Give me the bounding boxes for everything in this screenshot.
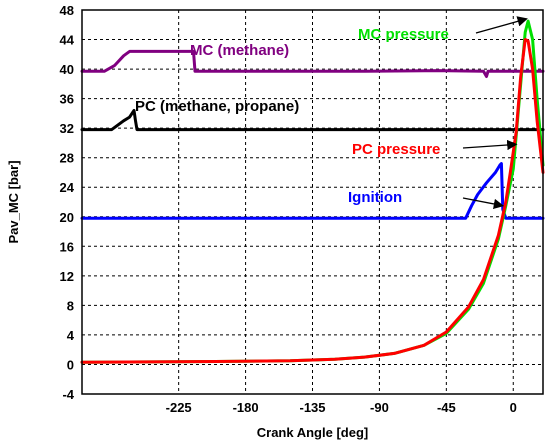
y-tick-label: 4 — [67, 328, 75, 343]
series-pc-pressure-line — [80, 38, 545, 364]
y-tick-label: 16 — [60, 239, 74, 254]
y-axis-label: Pav_MC [bar] — [6, 160, 21, 243]
x-tick-label: -135 — [299, 400, 325, 415]
y-tick-label: 44 — [60, 33, 75, 48]
series-mc-methane-line — [80, 49, 545, 78]
x-axis-label: Crank Angle [deg] — [257, 425, 368, 440]
annotation-pc-methane-propane: PC (methane, propane) — [135, 98, 299, 115]
y-tick-label: 8 — [67, 298, 74, 313]
y-tick-label: -4 — [62, 387, 74, 402]
y-tick-label: 0 — [67, 357, 74, 372]
y-tick-label: 32 — [60, 121, 74, 136]
annotation-ignition: Ignition — [348, 189, 402, 206]
y-tick-label: 40 — [60, 62, 74, 77]
annotation-arrow — [462, 197, 505, 210]
plot-series — [80, 19, 545, 364]
annotation-mc-pressure: MC pressure — [358, 26, 449, 43]
annotation-arrow — [475, 16, 528, 34]
x-tick-label: 0 — [510, 400, 517, 415]
plot-frame — [81, 9, 544, 395]
annotation-mc-methane: MC (methane) — [190, 42, 289, 59]
y-tick-label: 28 — [60, 151, 74, 166]
series-pc-methane-propane-line — [80, 108, 545, 132]
y-tick-label: 48 — [60, 3, 74, 18]
x-tick-label: -45 — [437, 400, 456, 415]
tick-labels: -225 -180 -135 -90 -45 0-40481216202428323640… — [60, 3, 517, 415]
y-tick-label: 24 — [60, 180, 75, 195]
annotations: MC (methane) PC (methane, propane) MC pres… — [135, 16, 528, 210]
x-tick-label: -180 — [233, 400, 259, 415]
x-tick-label: -90 — [370, 400, 389, 415]
y-tick-label: 20 — [60, 210, 74, 225]
y-tick-label: 36 — [60, 92, 74, 107]
annotation-pc-pressure: PC pressure — [352, 141, 440, 158]
x-tick-label: -225 — [166, 400, 192, 415]
y-tick-label: 12 — [60, 269, 74, 284]
annotation-arrow — [462, 139, 518, 151]
